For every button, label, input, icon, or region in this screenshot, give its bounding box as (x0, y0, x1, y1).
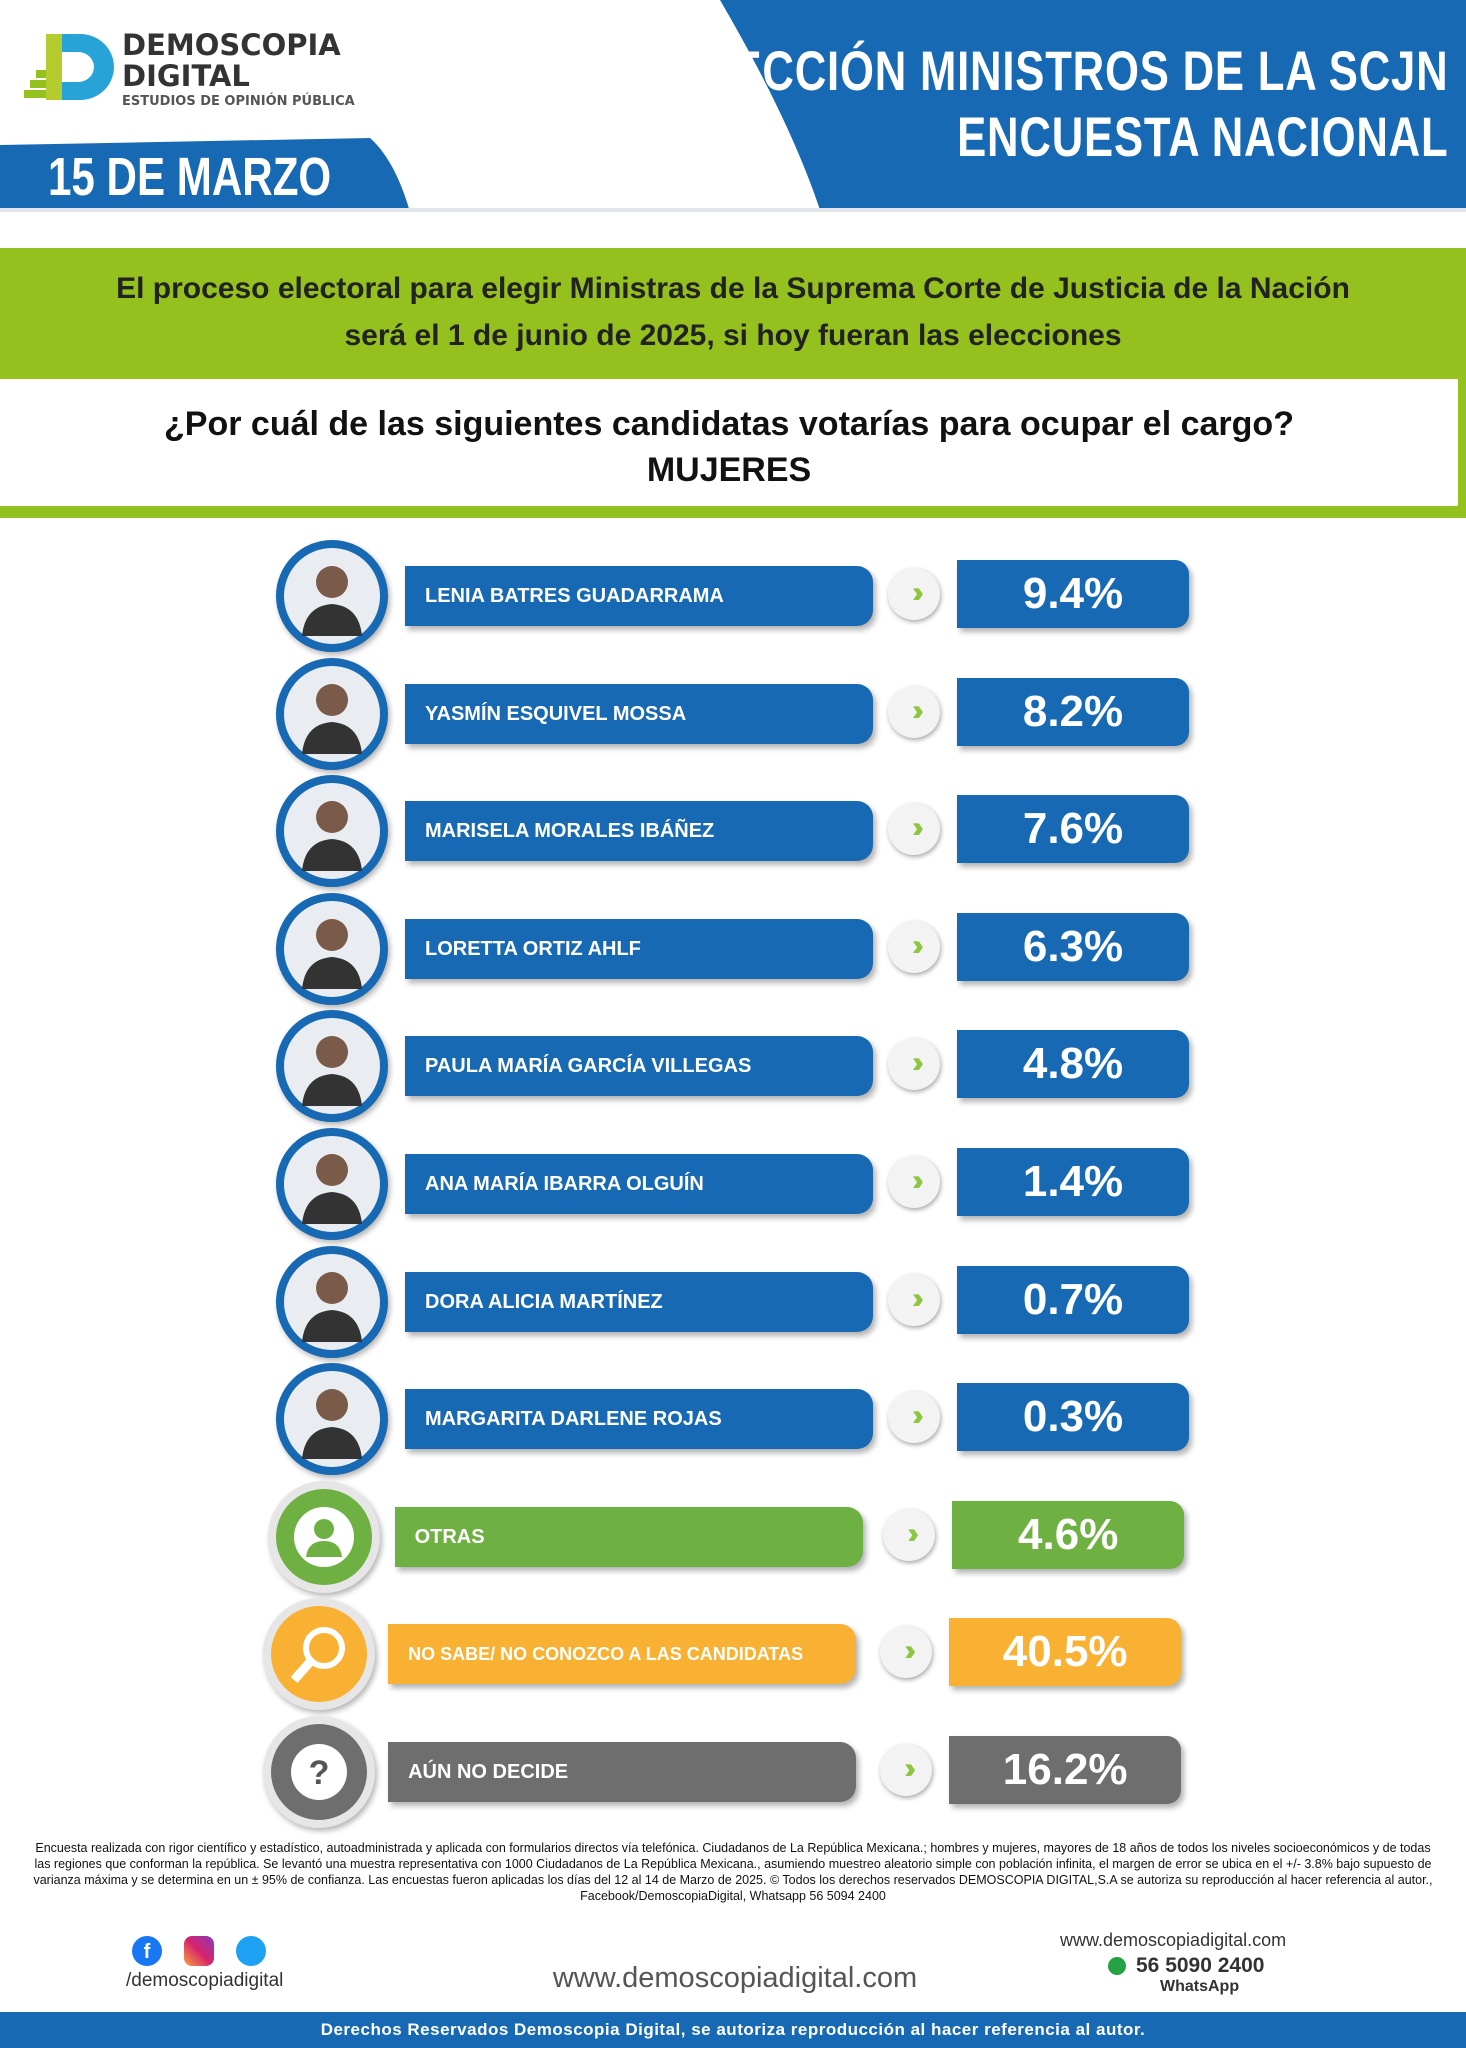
percentage-value: 6.3% (957, 912, 1189, 981)
chevron-right-icon: ›› (888, 803, 940, 856)
percentage-value: 9.4% (957, 560, 1189, 628)
candidate-photo (276, 540, 388, 652)
chevron-right-icon: ›› (880, 1626, 933, 1679)
candidate-name: MARISELA MORALES IBÁÑEZ (405, 801, 873, 862)
rights-bar: Derechos Reservados Demoscopia Digital, … (0, 2012, 1466, 2048)
chevron-right-icon: ›› (883, 1508, 936, 1561)
candidate-photo (276, 1245, 388, 1358)
candidate-name: PAULA MARÍA GARCÍA VILLEGAS (405, 1036, 873, 1097)
result-row: ANA MARÍA IBARRA OLGUÍN ›› 1.4% (0, 1128, 1466, 1240)
question-subtitle: MUJERES (646, 451, 812, 489)
candidate-photo (276, 775, 388, 888)
candidate-name: LORETTA ORTIZ AHLF (405, 918, 873, 979)
percentage-value: 8.2% (957, 677, 1189, 746)
result-row: DORA ALICIA MARTÍNEZ ›› 0.7% (0, 1245, 1466, 1358)
percentage-value: 16.2% (949, 1736, 1182, 1804)
percentage-value: 0.7% (957, 1265, 1189, 1334)
header-background (0, 0, 1466, 212)
percentage-value: 4.6% (952, 1500, 1185, 1569)
percentage-value: 1.4% (957, 1148, 1189, 1216)
result-row: LORETTA ORTIZ AHLF ›› 6.3% (0, 892, 1466, 1005)
category-icon (263, 1598, 375, 1711)
chevron-right-icon: ›› (888, 1038, 940, 1091)
whatsapp-icon (1108, 1957, 1126, 1975)
candidate-name: YASMÍN ESQUIVEL MOSSA (405, 683, 873, 744)
candidate-photo (276, 1010, 388, 1123)
social-handle[interactable]: /demoscopiadigital (126, 1970, 284, 1991)
category-icon (268, 1480, 380, 1593)
candidate-name: LENIA BATRES GUADARRAMA (405, 566, 873, 626)
chevron-right-icon: ›› (888, 685, 940, 738)
context-banner: El proceso electoral para elegir Ministr… (0, 248, 1466, 379)
result-row: LENIA BATRES GUADARRAMA ›› 9.4% (0, 540, 1466, 652)
title-line2: ENCUESTA NACIONAL (956, 105, 1448, 168)
page-title: ELECCIÓN MINISTROS DE LA SCJN ENCUESTA N… (675, 38, 1448, 170)
phone-contact: 56 5090 2400 (1108, 1954, 1264, 1978)
logo-tagline: ESTUDIOS DE OPINIÓN PÚBLICA (122, 94, 355, 109)
logo-icon (24, 34, 114, 100)
question-box: ¿Por cuál de las siguientes candidatas v… (0, 379, 1466, 518)
question-text: ¿Por cuál de las siguientes candidatas v… (164, 405, 1294, 443)
result-row: NO SABE/ NO CONOZCO A LAS CANDIDATAS ›› … (0, 1598, 1466, 1711)
result-row: ? AÚN NO DECIDE ›› 16.2% (0, 1716, 1466, 1828)
candidate-name: OTRAS (394, 1506, 863, 1567)
methodology-note: Encuesta realizada con rigor científico … (33, 1841, 1433, 1903)
facebook-icon[interactable]: f (132, 1936, 162, 1966)
candidate-name: AÚN NO DECIDE (388, 1742, 857, 1802)
logo-line2: DIGITAL (122, 59, 250, 93)
logo-text: DEMOSCOPIA DIGITAL ESTUDIOS DE OPINIÓN P… (122, 28, 355, 110)
percentage-value: 40.5% (949, 1618, 1182, 1687)
candidate-photo (276, 892, 388, 1005)
date-label: 15 DE MARZO (48, 147, 332, 207)
candidate-photo (276, 1363, 388, 1476)
banner-line2: será el 1 de junio de 2025, si hoy fuera… (344, 319, 1122, 352)
result-row: MARGARITA DARLENE ROJAS ›› 0.3% (0, 1363, 1466, 1476)
whatsapp-label: WhatsApp (1160, 1978, 1240, 1995)
svg-text:?: ? (309, 1754, 330, 1792)
percentage-value: 4.8% (957, 1030, 1189, 1099)
category-icon: ? (263, 1716, 375, 1828)
chevron-right-icon: ›› (888, 568, 940, 620)
candidate-photo (276, 657, 388, 770)
candidate-name: ANA MARÍA IBARRA OLGUÍN (405, 1154, 873, 1214)
website-link[interactable]: www.demoscopiadigital.com (552, 1962, 918, 1994)
twitter-icon[interactable] (236, 1936, 266, 1966)
chevron-right-icon: ›› (880, 1744, 933, 1796)
banner-line1: El proceso electoral para elegir Ministr… (116, 272, 1350, 305)
logo-line1: DEMOSCOPIA (122, 28, 341, 62)
percentage-value: 7.6% (957, 795, 1189, 864)
instagram-icon[interactable] (184, 1936, 214, 1966)
social-icons: f (132, 1936, 266, 1966)
candidate-name: MARGARITA DARLENE ROJAS (405, 1389, 873, 1450)
result-row: OTRAS ›› 4.6% (0, 1480, 1466, 1593)
title-line1: ELECCIÓN MINISTROS DE LA SCJN (674, 39, 1448, 102)
result-row: MARISELA MORALES IBÁÑEZ ›› 7.6% (0, 775, 1466, 888)
website-link-right[interactable]: www.demoscopiadigital.com (1060, 1930, 1287, 1950)
chevron-right-icon: ›› (888, 1391, 940, 1444)
chevron-right-icon: ›› (888, 1156, 940, 1208)
result-row: YASMÍN ESQUIVEL MOSSA ›› 8.2% (0, 657, 1466, 770)
phone-number: 56 5090 2400 (1136, 1954, 1265, 1977)
chevron-right-icon: ›› (888, 1273, 940, 1326)
result-row: PAULA MARÍA GARCÍA VILLEGAS ›› 4.8% (0, 1010, 1466, 1123)
candidate-name: NO SABE/ NO CONOZCO A LAS CANDIDATAS (388, 1624, 857, 1685)
candidate-name: DORA ALICIA MARTÍNEZ (405, 1271, 873, 1332)
candidate-photo (276, 1128, 388, 1240)
percentage-value: 0.3% (957, 1383, 1189, 1452)
chevron-right-icon: ›› (888, 920, 940, 973)
